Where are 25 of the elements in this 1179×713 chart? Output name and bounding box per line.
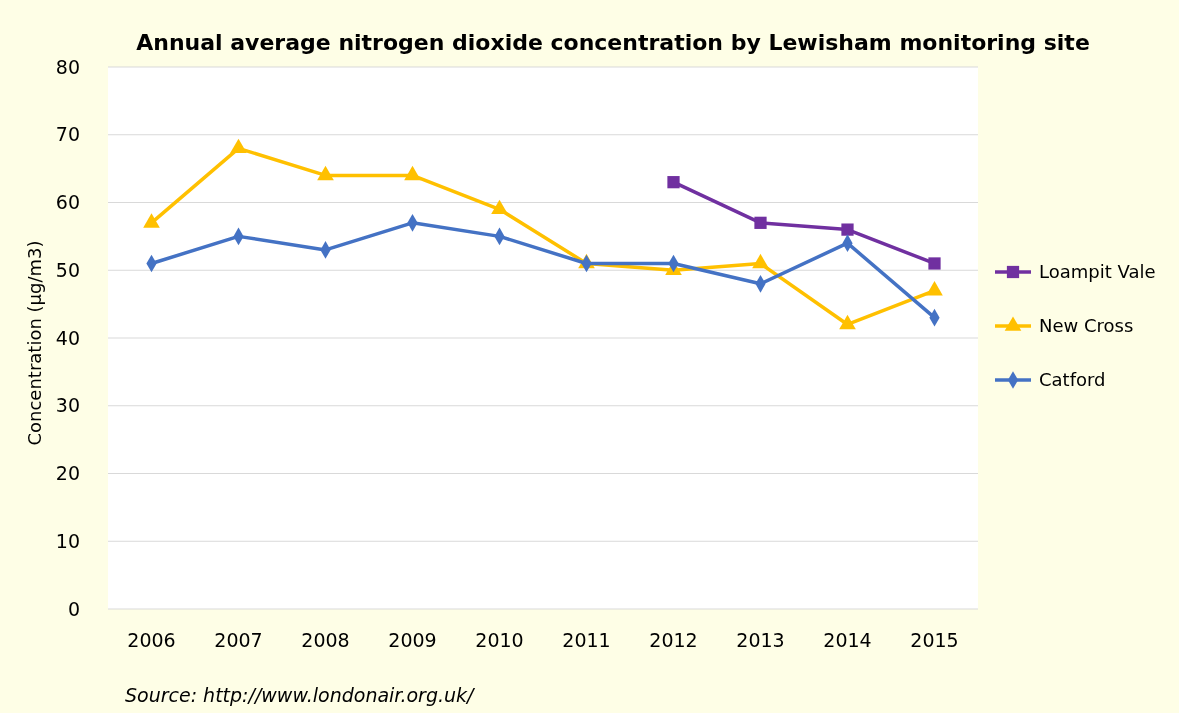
y-tick-label: 30 <box>55 394 80 417</box>
y-tick-label: 60 <box>55 191 80 214</box>
x-tick-label: 2015 <box>910 629 959 651</box>
x-tick-label: 2008 <box>301 629 350 651</box>
y-tick-label: 50 <box>55 258 80 281</box>
legend-label: Catford <box>1039 369 1106 391</box>
x-tick-label: 2006 <box>127 629 176 651</box>
source-note: Source: http://www.londonair.org.uk/ <box>125 684 477 706</box>
x-tick-label: 2007 <box>214 629 263 651</box>
x-tick-label: 2014 <box>823 629 872 651</box>
x-tick-label: 2011 <box>562 629 611 651</box>
y-tick-label: 20 <box>55 462 80 485</box>
y-axis-title: Concentration (µg/m3) <box>24 240 45 446</box>
y-tick-label: 10 <box>55 529 80 552</box>
y-tick-label: 40 <box>55 326 80 349</box>
x-tick-label: 2013 <box>736 629 785 651</box>
x-tick-label: 2009 <box>388 629 437 651</box>
y-tick-label: 0 <box>67 597 80 620</box>
legend-label: Loampit Vale <box>1039 261 1156 283</box>
x-tick-label: 2012 <box>649 629 698 651</box>
y-tick-label: 70 <box>55 123 80 146</box>
x-tick-label: 2010 <box>475 629 524 651</box>
chart-title: Annual average nitrogen dioxide concentration by Lewisham monitoring site <box>136 30 1090 55</box>
legend-label: New Cross <box>1039 315 1134 337</box>
y-tick-label: 80 <box>55 55 80 78</box>
